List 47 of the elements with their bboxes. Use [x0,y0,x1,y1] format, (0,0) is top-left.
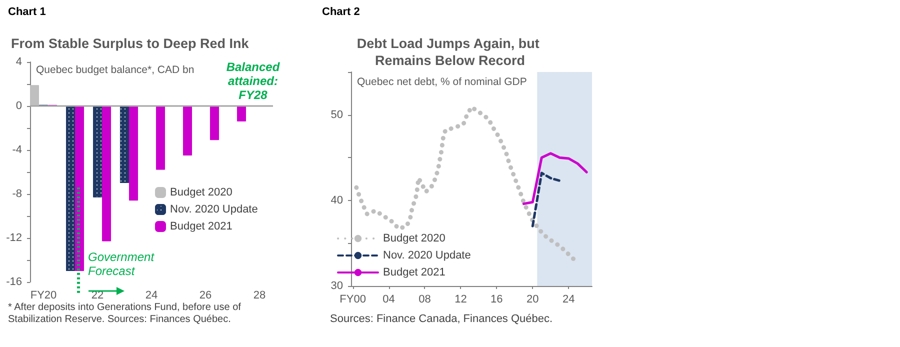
y-tick-label: 40 [330,194,343,206]
y-tick-label: 30 [330,280,343,292]
chart-title: From Stable Surplus to Deep Red Ink [11,36,250,51]
caption: Chart 1 [8,6,46,18]
x-tick-label: 28 [253,290,266,302]
line-series [354,104,578,263]
caption: Chart 2 [322,6,360,18]
text: * After deposits into Generations Fund, before use of Stabilization Reserve. Sources: Finances Québec. [8,302,242,326]
bar [102,106,111,242]
legend-label: Budget 2020 [383,232,446,244]
x-tick-label: 04 [382,294,395,306]
y-tick-label: -16 [6,276,22,288]
bar [129,106,138,201]
legend-label: Budget 2020 [170,186,232,198]
bar [30,85,39,106]
x-tick-label: 08 [418,294,431,306]
x-tick-label: 12 [454,294,467,306]
bar [183,106,192,156]
y-tick-label: -8 [12,188,22,200]
x-tick-label: 20 [526,294,539,306]
chart-title: Debt Load Jumps Again, but Remains Below Record [356,36,544,68]
legend-label: Budget 2021 [170,220,232,232]
legend-label: Nov. 2020 Update [170,204,258,216]
x-tick-label: FY20 [30,290,57,302]
y-tick-label: 50 [330,108,343,121]
legend-label: Budget 2021 [383,266,446,278]
y-tick-label: -4 [12,144,22,156]
line-series [522,152,588,206]
x-tick-label: 26 [199,290,212,302]
legend-label: Nov. 2020 Update [383,250,471,262]
y-axis-title: Quebec budget balance*, CAD bn [36,64,194,76]
bar [237,106,246,122]
annotation: Balanced attained: FY28 [225,60,281,102]
y-tick-label: -12 [6,232,22,244]
bar [75,106,84,271]
y-axis-title: Quebec net debt, % of nominal GDP [357,76,527,88]
x-tick-label: 24 [562,294,575,306]
bar [210,106,219,140]
line-series [531,172,561,228]
annotation: Government Forecast [88,250,156,278]
x-tick-label: 16 [490,294,503,306]
x-tick-label: FY00 [340,294,366,306]
bar [156,106,165,170]
y-tick-label: 4 [16,56,22,68]
y-tick-label: 0 [16,100,22,112]
source-note: Sources: Finance Canada, Finances Québec. [330,313,554,325]
x-tick-label: 24 [145,290,158,302]
